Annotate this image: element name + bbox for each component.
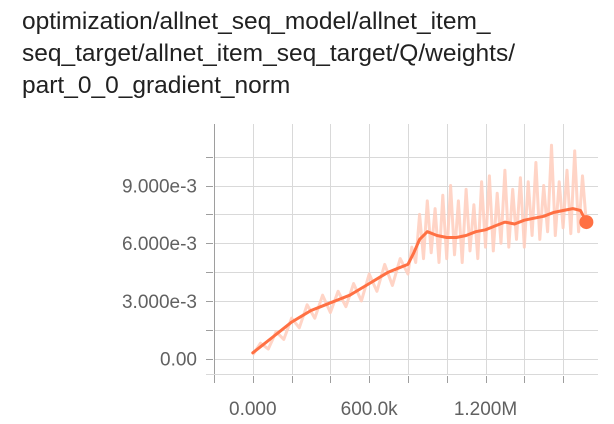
grid xyxy=(214,124,598,374)
chart-title-line-2: seq_target/allnet_item_seq_target/Q/weig… xyxy=(22,40,516,67)
series-line-smoothed xyxy=(251,207,588,355)
x-tick-label: 600.0k xyxy=(341,399,399,420)
y-tick-label: 6.000e-3 xyxy=(122,234,197,255)
y-tick-label: 3.000e-3 xyxy=(122,292,197,313)
chart-title: optimization/allnet_seq_model/allnet_ite… xyxy=(22,6,607,102)
x-tick-label: 1.200M xyxy=(454,399,517,420)
x-tick-label: 0.000 xyxy=(229,399,277,420)
chart-title-line-1: optimization/allnet_seq_model/allnet_ite… xyxy=(22,8,491,35)
series-line-raw xyxy=(251,143,588,356)
chart-title-line-3: part_0_0_gradient_norm xyxy=(22,72,291,99)
axes xyxy=(206,124,598,383)
tick-labels: 0.00 3.000e-3 6.000e-3 9.000e-3 0.000 600.0k 1… xyxy=(122,177,517,420)
raw-series xyxy=(251,143,588,356)
y-tick-label: 0.00 xyxy=(160,350,197,371)
last-point-marker xyxy=(579,215,594,230)
smoothed-series xyxy=(251,207,594,355)
y-tick-label: 9.000e-3 xyxy=(122,177,197,198)
